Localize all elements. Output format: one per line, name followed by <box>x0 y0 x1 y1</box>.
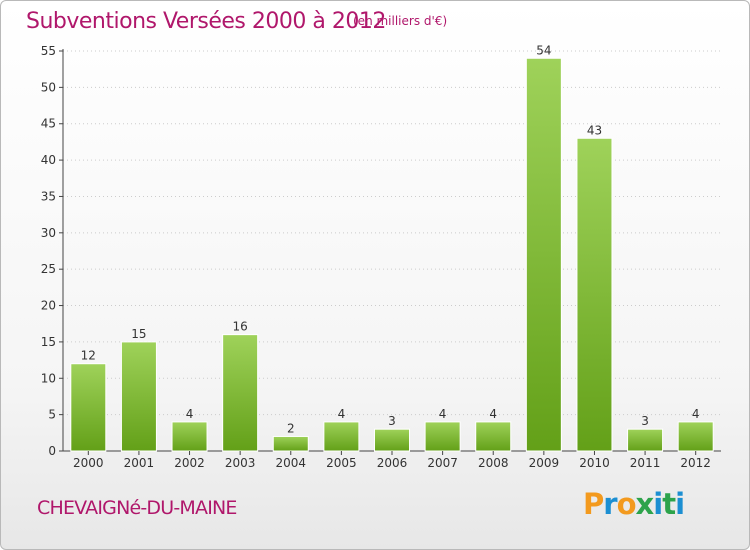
logo-letter: o <box>616 487 637 521</box>
data-label: 4 <box>692 407 700 421</box>
logo-letter: r <box>603 487 617 521</box>
y-tick-label: 35 <box>41 189 56 203</box>
y-tick-label: 45 <box>41 117 56 131</box>
x-tick-label: 2002 <box>174 456 205 470</box>
proxiti-logo[interactable]: Proxiti <box>583 487 685 521</box>
bar <box>525 57 562 452</box>
bar <box>424 421 461 452</box>
y-tick-label: 55 <box>41 44 56 58</box>
y-tick-label: 5 <box>48 408 56 422</box>
y-tick-label: 0 <box>48 444 56 458</box>
x-tick-label: 2005 <box>326 456 357 470</box>
x-tick-label: 2012 <box>680 456 711 470</box>
data-label: 54 <box>536 43 551 57</box>
y-tick-label: 50 <box>41 80 56 94</box>
data-label: 15 <box>131 327 146 341</box>
chart-title: Subventions Versées 2000 à 2012 <box>26 9 386 34</box>
y-tick-label: 30 <box>41 226 56 240</box>
data-label: 43 <box>587 123 602 137</box>
data-label: 4 <box>439 407 447 421</box>
y-tick-label: 15 <box>41 335 56 349</box>
logo-letter: x <box>635 487 655 521</box>
unit-note: (en milliers d'€) <box>353 14 448 28</box>
x-tick-label: 2004 <box>275 456 306 470</box>
y-tick-label: 40 <box>41 153 56 167</box>
x-tick-label: 2003 <box>225 456 256 470</box>
x-tick-label: 2006 <box>377 456 408 470</box>
data-label: 2 <box>287 421 295 435</box>
bar <box>576 137 613 452</box>
bar <box>475 421 512 452</box>
logo-letter: i <box>653 487 663 521</box>
data-label: 4 <box>338 407 346 421</box>
x-tick-label: 2007 <box>427 456 458 470</box>
bar <box>374 428 410 452</box>
x-tick-label: 2008 <box>478 456 509 470</box>
bar <box>272 435 309 452</box>
y-tick-label: 10 <box>41 371 56 385</box>
data-label: 3 <box>641 414 649 428</box>
data-label: 3 <box>388 414 396 428</box>
bar <box>677 421 714 452</box>
logo-letter: i <box>675 487 685 521</box>
logo-letter: t <box>662 487 676 521</box>
data-label: 16 <box>233 320 248 334</box>
data-label: 4 <box>489 407 497 421</box>
data-label: 4 <box>186 407 194 421</box>
x-tick-label: 2000 <box>73 456 104 470</box>
x-tick-label: 2010 <box>579 456 610 470</box>
logo-letter: P <box>583 487 604 521</box>
y-tick-label: 25 <box>41 262 56 276</box>
commune-name: CHEVAIGNé-DU-MAINE <box>37 497 237 519</box>
y-tick-label: 20 <box>41 299 56 313</box>
bar <box>222 334 259 452</box>
x-tick-label: 2001 <box>124 456 155 470</box>
data-label: 12 <box>81 349 96 363</box>
bar <box>627 428 664 452</box>
bar <box>70 363 107 452</box>
x-tick-label: 2009 <box>529 456 560 470</box>
x-tick-label: 2011 <box>630 456 661 470</box>
bar <box>171 421 208 452</box>
bar <box>323 421 360 452</box>
bar <box>120 341 157 452</box>
